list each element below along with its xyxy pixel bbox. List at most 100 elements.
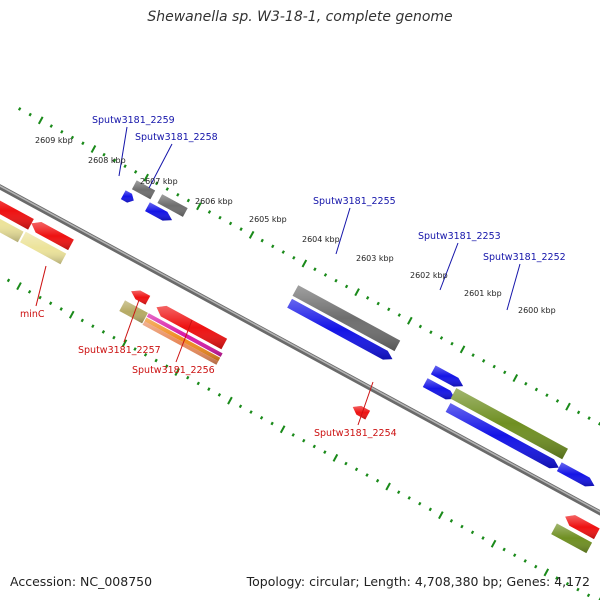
tick-mark <box>260 238 264 243</box>
tick-mark <box>281 250 285 254</box>
gene-label[interactable]: Sputw3181_2257 <box>78 345 161 356</box>
leader-line <box>439 242 459 291</box>
tick-mark <box>248 230 255 239</box>
tick-mark <box>37 116 44 125</box>
gene-feature-gray[interactable] <box>157 194 188 217</box>
leader-line <box>335 207 351 255</box>
tick-mark <box>407 496 411 500</box>
tick-mark <box>48 301 53 306</box>
tick-mark <box>344 461 348 466</box>
gene-feature-olive[interactable] <box>551 523 593 554</box>
page-title: Shewanella sp. W3-18-1, complete genome <box>147 9 453 25</box>
gene-feature-blue[interactable] <box>145 202 173 221</box>
tick-mark <box>164 364 169 369</box>
leader-line <box>118 126 128 177</box>
tick-label: 2608 kbp <box>88 156 126 165</box>
gene-label[interactable]: Sputw3181_2253 <box>418 231 501 242</box>
tick-mark <box>112 158 117 163</box>
tick-mark <box>176 192 180 197</box>
gene-feature-blue[interactable] <box>430 365 464 387</box>
tick-mark <box>27 289 32 294</box>
tick-mark <box>143 173 149 182</box>
tick-mark <box>207 387 211 391</box>
gene-feature-red[interactable] <box>565 515 600 540</box>
tick-mark <box>460 524 464 529</box>
tick-mark <box>28 112 32 117</box>
gene-feature-red[interactable] <box>131 290 151 305</box>
gene-feature-olive[interactable] <box>450 388 568 460</box>
tick-mark <box>91 324 95 329</box>
gene-feature-paleyellow[interactable] <box>0 202 24 243</box>
tick-mark <box>534 564 538 569</box>
tick-mark <box>196 202 202 211</box>
tick-label: 2602 kbp <box>410 271 448 280</box>
tick-mark <box>375 478 380 483</box>
tick-mark <box>279 425 286 434</box>
tick-mark <box>165 187 169 191</box>
gene-feature-red[interactable] <box>0 192 34 230</box>
tick-mark <box>196 381 200 386</box>
tick-mark <box>397 313 401 317</box>
tick-mark <box>155 181 159 186</box>
leader-line <box>123 299 140 343</box>
tick-mark <box>228 221 233 226</box>
gene-feature-blue[interactable] <box>445 403 559 469</box>
tick-mark <box>207 210 212 214</box>
tick-mark <box>555 576 559 580</box>
tick-mark <box>449 519 454 523</box>
tick-mark <box>492 364 496 369</box>
tick-mark <box>586 593 591 598</box>
tick-mark <box>385 482 391 491</box>
gene-feature-red[interactable] <box>352 405 371 420</box>
tick-mark <box>301 259 308 268</box>
gene-feature-blue[interactable] <box>556 462 595 487</box>
tick-mark <box>344 284 349 289</box>
tick-mark <box>60 129 64 134</box>
tick-mark <box>354 288 360 297</box>
tick-mark <box>334 278 338 283</box>
gene-feature-gray[interactable] <box>131 180 156 200</box>
gene-feature-khaki[interactable] <box>119 300 148 324</box>
tick-label: 2604 kbp <box>302 235 340 244</box>
tick-mark <box>312 444 316 449</box>
gene-feature-red[interactable] <box>156 305 228 350</box>
accession-label: Accession: NC_008750 <box>10 574 153 589</box>
tick-label: 2607 kbp <box>140 177 178 186</box>
gene-label[interactable]: Sputw3181_2252 <box>483 252 566 263</box>
gene-feature-salmon[interactable] <box>142 321 219 365</box>
tick-mark <box>133 170 138 174</box>
tick-label: 2600 kbp <box>518 306 556 315</box>
tick-mark <box>112 335 116 340</box>
tick-mark <box>90 144 97 153</box>
tick-mark <box>438 511 444 520</box>
gene-feature-blue[interactable] <box>120 190 134 203</box>
gene-label[interactable]: Sputw3181_2259 <box>92 115 175 126</box>
tick-mark <box>365 296 370 300</box>
gene-label[interactable]: Sputw3181_2254 <box>314 428 397 439</box>
gene-label[interactable]: Sputw3181_2258 <box>135 132 218 143</box>
tick-mark <box>259 415 264 420</box>
gene-feature-blue[interactable] <box>287 298 393 360</box>
tick-mark <box>70 135 75 140</box>
tick-mark <box>481 536 485 540</box>
gene-feature-gray[interactable] <box>292 285 401 352</box>
tick-mark <box>576 410 581 415</box>
tick-mark <box>428 507 432 512</box>
gene-label[interactable]: minC <box>20 309 45 320</box>
tick-label: 2605 kbp <box>249 215 287 224</box>
tick-mark <box>102 152 106 157</box>
tick-mark <box>101 330 106 334</box>
tick-mark <box>512 553 517 558</box>
tick-mark <box>523 559 527 563</box>
gene-label[interactable]: Sputw3181_2256 <box>132 365 215 376</box>
gene-feature-red[interactable] <box>31 221 74 251</box>
gene-feature-blue[interactable] <box>422 378 456 400</box>
gene-feature-orange[interactable] <box>144 317 221 362</box>
gene-label[interactable]: Sputw3181_2255 <box>313 196 396 207</box>
tick-mark <box>239 227 243 231</box>
gene-feature-magenta[interactable] <box>146 313 223 357</box>
tick-mark <box>227 396 233 405</box>
tick-mark <box>534 387 539 392</box>
gene-feature-paleyellow[interactable] <box>20 231 67 265</box>
